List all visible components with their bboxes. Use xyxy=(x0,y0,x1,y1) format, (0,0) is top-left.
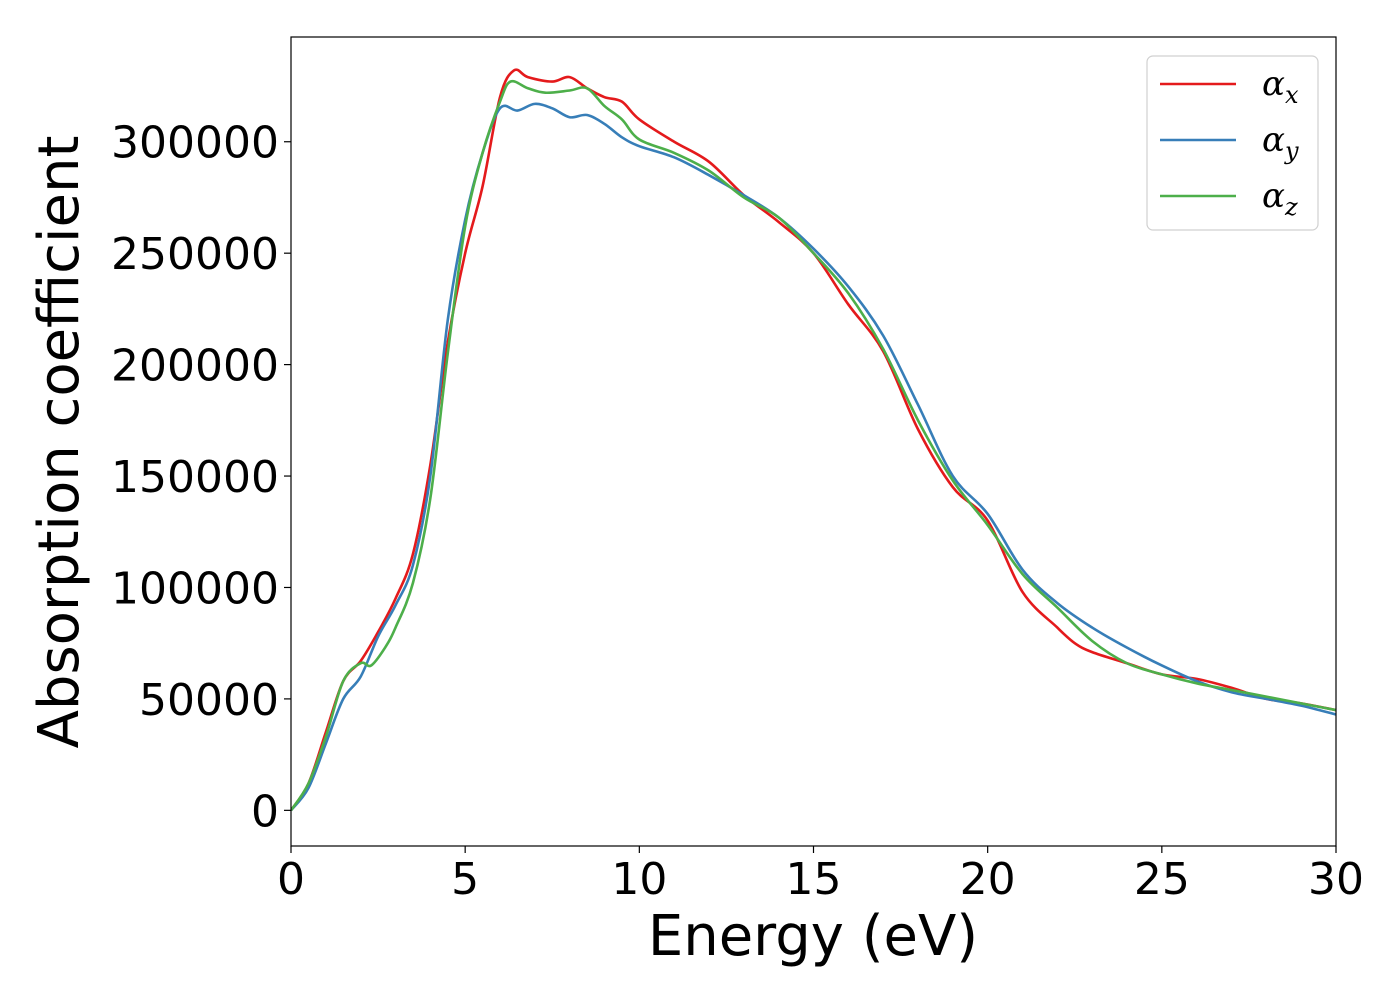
legend-label-y: αy xyxy=(1262,120,1299,165)
legend-label-x: αx xyxy=(1262,64,1299,109)
x-tick-label: 10 xyxy=(611,854,667,905)
y-tick-label: 250000 xyxy=(111,229,279,280)
y-axis: 0 50000 100000 150000 200000 250000 300000 xyxy=(111,118,291,837)
legend-frame xyxy=(1146,55,1319,231)
series-line-x xyxy=(291,68,1336,812)
y-tick-label: 50000 xyxy=(139,675,279,726)
x-tick-label: 25 xyxy=(1134,854,1190,905)
legend: αx αy αz xyxy=(1146,55,1319,231)
x-tick-label: 5 xyxy=(451,854,479,905)
y-tick-label: 100000 xyxy=(111,563,279,614)
y-tick-label: 200000 xyxy=(111,341,279,392)
x-tick-label: 30 xyxy=(1308,854,1364,905)
x-tick-label: 15 xyxy=(786,854,842,905)
series-layer xyxy=(291,68,1336,812)
legend-label-z: αz xyxy=(1262,176,1298,221)
x-tick-label: 0 xyxy=(277,854,305,905)
y-tick-label: 300000 xyxy=(111,118,279,169)
x-tick-label: 20 xyxy=(960,854,1016,905)
x-axis-title: Energy (eV) xyxy=(648,904,978,969)
x-axis: 0 5 10 15 20 25 30 xyxy=(277,846,1364,905)
y-axis-title: Absorption coefficient xyxy=(27,136,92,749)
y-tick-label: 0 xyxy=(251,786,279,837)
series-line-z xyxy=(291,79,1336,812)
y-tick-label: 150000 xyxy=(111,452,279,503)
series-line-y xyxy=(291,102,1336,812)
